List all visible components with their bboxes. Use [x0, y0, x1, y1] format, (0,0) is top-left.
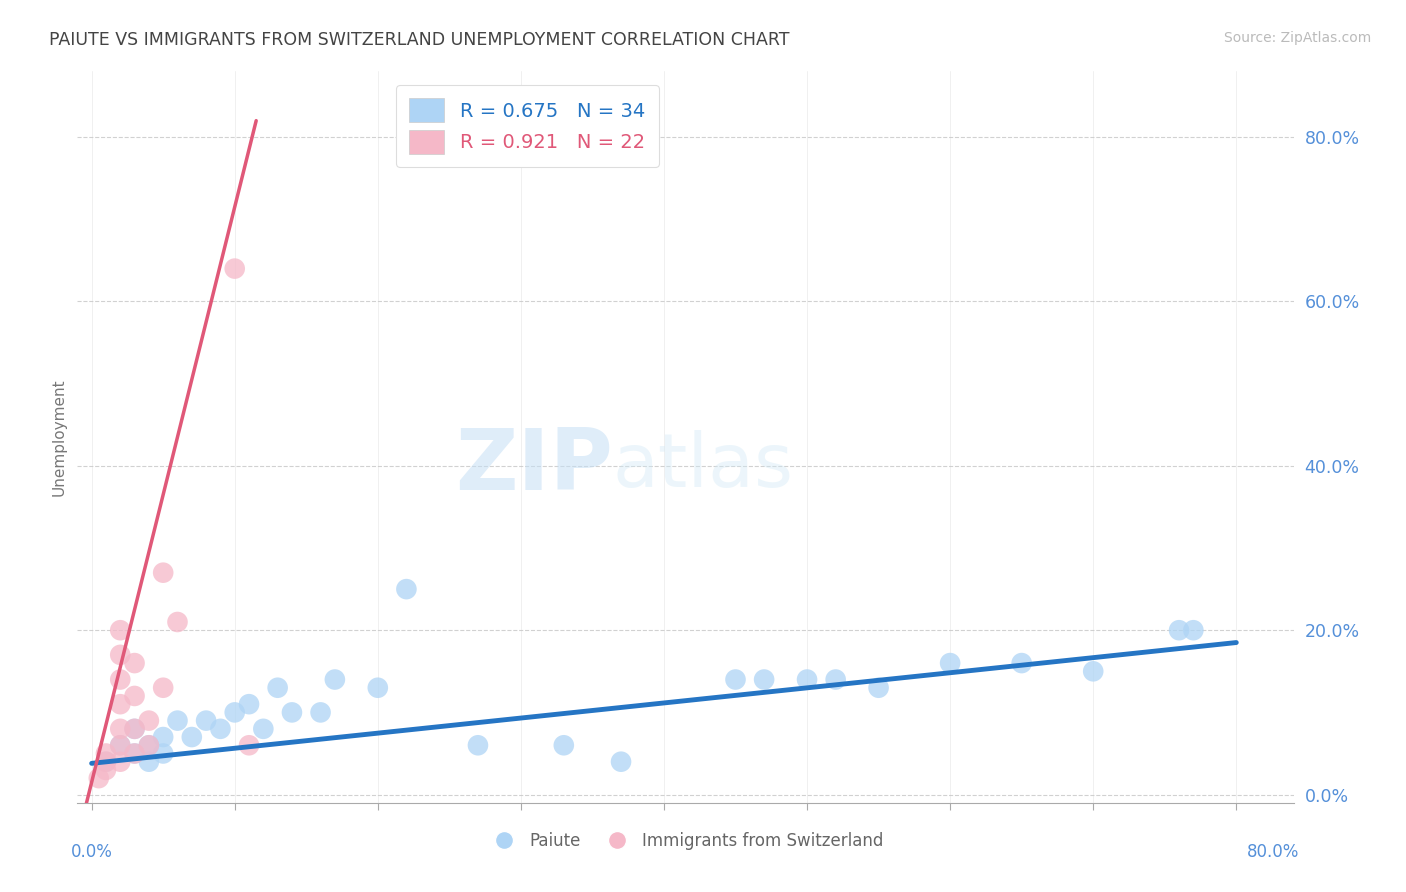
- Text: 80.0%: 80.0%: [1247, 843, 1299, 861]
- Point: [110, 697, 132, 711]
- Point: [252, 722, 274, 736]
- Point: [467, 739, 489, 753]
- Text: 0.0%: 0.0%: [72, 843, 112, 861]
- Point: [138, 714, 160, 728]
- Point: [724, 673, 747, 687]
- Point: [110, 673, 132, 687]
- Text: PAIUTE VS IMMIGRANTS FROM SWITZERLAND UNEMPLOYMENT CORRELATION CHART: PAIUTE VS IMMIGRANTS FROM SWITZERLAND UN…: [49, 31, 790, 49]
- Point: [796, 673, 818, 687]
- Point: [209, 722, 232, 736]
- Point: [110, 739, 132, 753]
- Point: [152, 681, 174, 695]
- Point: [110, 648, 132, 662]
- Point: [124, 722, 146, 736]
- Point: [110, 739, 132, 753]
- Point: [124, 656, 146, 670]
- Point: [124, 747, 146, 761]
- Point: [138, 739, 160, 753]
- Point: [110, 755, 132, 769]
- Point: [281, 706, 304, 720]
- Point: [553, 739, 575, 753]
- Point: [939, 656, 962, 670]
- Point: [94, 763, 117, 777]
- Point: [238, 697, 260, 711]
- Point: [309, 706, 332, 720]
- Legend: Paiute, Immigrants from Switzerland: Paiute, Immigrants from Switzerland: [481, 825, 890, 856]
- Point: [124, 722, 146, 736]
- Point: [1182, 624, 1205, 638]
- Point: [94, 755, 117, 769]
- Text: Source: ZipAtlas.com: Source: ZipAtlas.com: [1223, 31, 1371, 45]
- Point: [152, 730, 174, 744]
- Point: [124, 747, 146, 761]
- Point: [824, 673, 846, 687]
- Point: [152, 747, 174, 761]
- Point: [224, 706, 246, 720]
- Point: [238, 739, 260, 753]
- Point: [94, 755, 117, 769]
- Point: [166, 714, 188, 728]
- Point: [367, 681, 389, 695]
- Point: [110, 722, 132, 736]
- Point: [110, 624, 132, 638]
- Point: [868, 681, 890, 695]
- Point: [124, 689, 146, 703]
- Point: [138, 739, 160, 753]
- Point: [752, 673, 775, 687]
- Text: ZIP: ZIP: [454, 425, 613, 508]
- Point: [1083, 665, 1105, 679]
- Y-axis label: Unemployment: Unemployment: [51, 378, 66, 496]
- Point: [610, 755, 633, 769]
- Point: [1168, 624, 1191, 638]
- Point: [180, 730, 202, 744]
- Point: [195, 714, 218, 728]
- Point: [323, 673, 346, 687]
- Text: atlas: atlas: [613, 430, 793, 503]
- Point: [138, 755, 160, 769]
- Point: [224, 261, 246, 276]
- Point: [87, 771, 110, 785]
- Point: [395, 582, 418, 596]
- Point: [1011, 656, 1033, 670]
- Point: [94, 747, 117, 761]
- Point: [266, 681, 288, 695]
- Point: [166, 615, 188, 629]
- Point: [152, 566, 174, 580]
